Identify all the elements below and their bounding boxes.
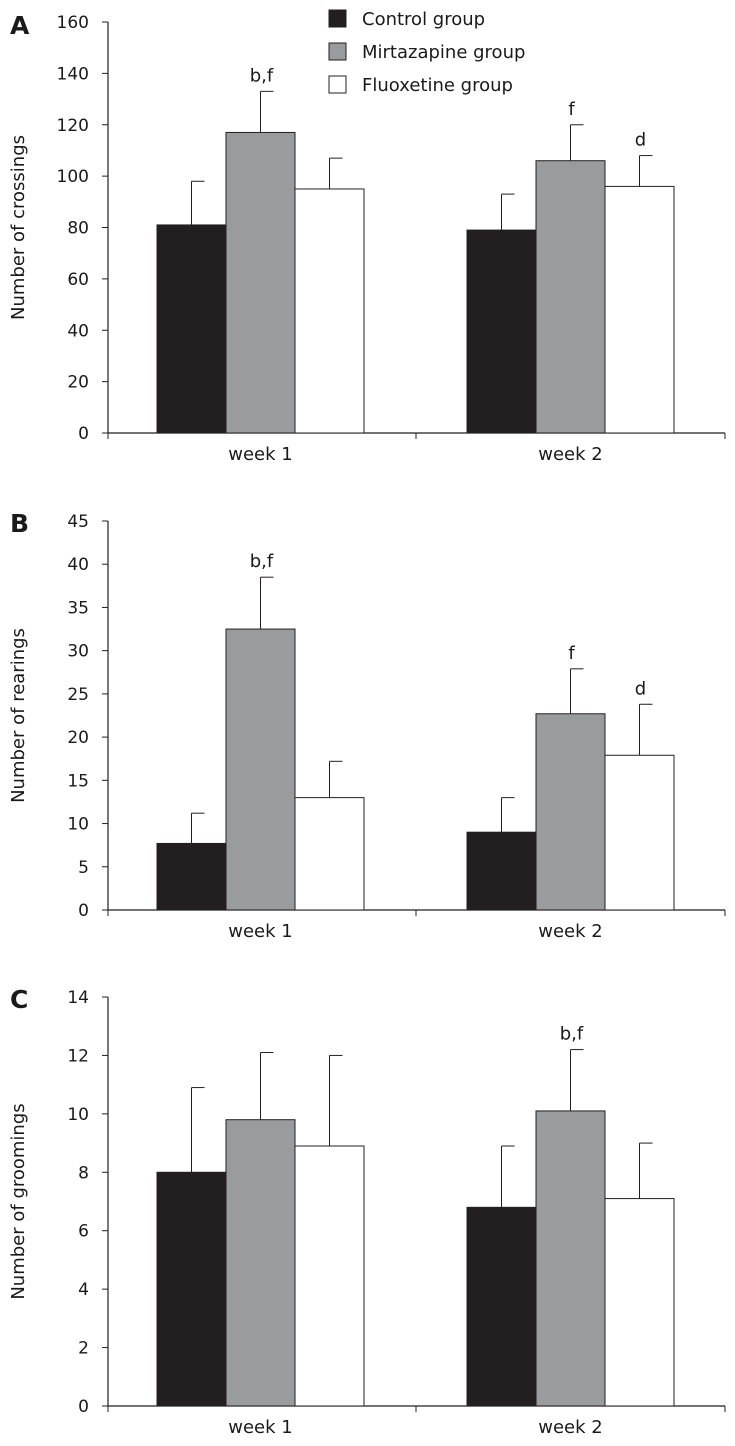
panel-a-y-tick-label: 60 (67, 270, 89, 290)
legend-label-fluoxetine-group: Fluoxetine group (362, 75, 513, 96)
panel-a-y-tick-label: 80 (67, 219, 89, 239)
panel-a-y-tick-label: 0 (78, 424, 89, 444)
legend-label-control-group: Control group (362, 9, 485, 30)
legend: Control group Mirtazapine group Fluoxetine… (328, 9, 525, 96)
panel-c-y-tick-label: 14 (67, 988, 89, 1008)
panel-c-bar-mirtazapine-group-week-1 (225, 1119, 296, 1407)
panel-a-y-tick-label: 20 (67, 373, 89, 393)
panel-b-y-tick-label: 25 (67, 685, 89, 705)
panel-c-y-tick-label: 4 (78, 1280, 89, 1300)
panel-a-y-tick-label: 160 (57, 13, 89, 33)
panel-a-significance-label: d (635, 130, 646, 151)
panel-b-y-tick-label: 45 (67, 512, 89, 532)
panel-b-bar-mirtazapine-group-week-2 (535, 713, 606, 911)
panel-a-significance-label: f (568, 99, 575, 120)
panel-c-y-tick-label: 10 (67, 1105, 89, 1125)
panel-c-y-tick-label: 12 (67, 1046, 89, 1066)
panel-b-significance-label: d (635, 678, 646, 699)
panel-b-bar-control-group-week-2 (466, 831, 537, 911)
panel-label-a: A (10, 11, 30, 40)
panel-a-category-label: week 1 (228, 444, 292, 465)
panel-c-bar-fluoxetine-group-week-2 (604, 1198, 675, 1407)
panel-a-y-tick-label: 140 (57, 64, 89, 84)
panel-c-category-label: week 1 (228, 1417, 292, 1438)
panel-b-y-tick-label: 15 (67, 771, 89, 791)
panel-c-y-tick-label: 6 (78, 1222, 89, 1242)
panel-a-crossings-chart: A 0 20 40 60 80 100 120 140 160 Number of crossing… (8, 11, 726, 465)
panel-b-y-axis-title: Number of rearings (8, 628, 29, 803)
panel-c-y-tick-label: 8 (78, 1163, 89, 1183)
legend-swatch-fluoxetine-group (328, 75, 347, 94)
panel-b-y-tick-label: 5 (78, 858, 89, 878)
panel-b-bar-fluoxetine-group-week-1 (294, 797, 365, 911)
panel-a-y-tick-label: 120 (57, 116, 89, 136)
panel-c-bar-control-group-week-1 (156, 1171, 227, 1407)
panel-b-bar-fluoxetine-group-week-2 (604, 754, 675, 911)
panel-a-bar-control-group-week-1 (156, 224, 227, 434)
panel-b-category-label: week 2 (538, 921, 602, 942)
panel-a-category-label: week 2 (538, 444, 602, 465)
panel-b-y-tick-label: 30 (67, 642, 89, 662)
panel-a-bar-fluoxetine-group-week-2 (604, 185, 675, 434)
panel-b-significance-label: f (568, 643, 575, 664)
panel-c-category-label: week 2 (538, 1417, 602, 1438)
panel-b-category-label: week 1 (228, 921, 292, 942)
panel-label-c: C (10, 985, 28, 1014)
panel-b-significance-label: b,f (250, 551, 274, 572)
legend-swatch-control-group (328, 9, 347, 28)
panel-c-bar-fluoxetine-group-week-1 (294, 1145, 365, 1407)
panel-b-bar-mirtazapine-group-week-1 (225, 628, 296, 911)
panel-b-y-tick-label: 0 (78, 901, 89, 921)
panel-a-y-tick-label: 40 (67, 321, 89, 341)
panel-b-y-tick-label: 10 (67, 815, 89, 835)
panel-c-groomings-chart: C 0 2 4 6 8 10 12 14 Number of groomings week 1 wee… (8, 985, 726, 1438)
panel-c-bar-mirtazapine-group-week-2 (535, 1110, 606, 1407)
panel-c-y-axis-title: Number of groomings (8, 1103, 29, 1299)
panel-a-bar-fluoxetine-group-week-1 (294, 188, 365, 434)
panel-b-y-tick-label: 40 (67, 555, 89, 575)
panel-a-y-axis-title: Number of crossings (8, 135, 29, 320)
panel-a-bar-mirtazapine-group-week-2 (535, 160, 606, 434)
panel-label-b: B (10, 509, 29, 538)
panel-a-bar-control-group-week-2 (466, 229, 537, 434)
panel-b-y-tick-label: 20 (67, 728, 89, 748)
panel-a-y-tick-label: 100 (57, 167, 89, 187)
panel-c-y-tick-label: 0 (78, 1397, 89, 1417)
panel-b-rearings-chart: B 0 5 10 15 20 25 30 35 40 45 Number of rearings wee… (8, 509, 726, 942)
panel-b-bar-control-group-week-1 (156, 842, 227, 911)
panel-b-y-tick-label: 35 (67, 598, 89, 618)
panel-c-significance-label: b,f (560, 1024, 584, 1045)
legend-swatch-mirtazapine-group (328, 42, 347, 61)
panel-a-significance-label: b,f (250, 65, 274, 86)
panel-c-bar-control-group-week-2 (466, 1206, 537, 1407)
panel-a-bar-mirtazapine-group-week-1 (225, 131, 296, 434)
panel-c-y-tick-label: 2 (78, 1339, 89, 1359)
legend-label-mirtazapine-group: Mirtazapine group (362, 42, 525, 63)
